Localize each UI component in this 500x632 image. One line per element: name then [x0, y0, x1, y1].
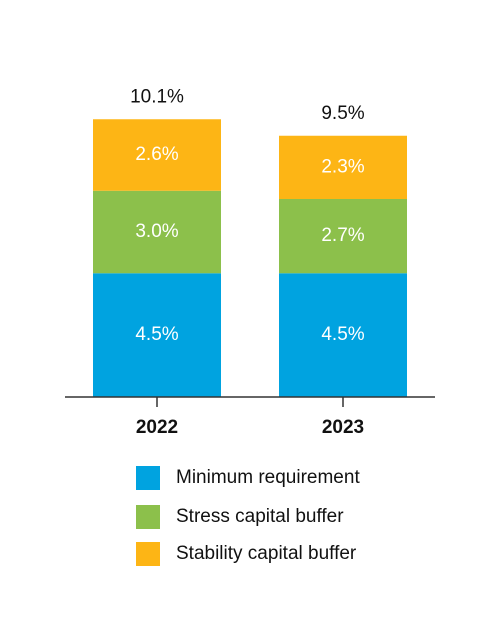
x-tick-label: 2022 [136, 417, 178, 438]
legend-swatch [136, 466, 160, 490]
bar-segment [93, 190, 221, 274]
legend-swatch [136, 505, 160, 529]
value-label: 2.7% [321, 225, 364, 246]
bar-segment [93, 273, 221, 397]
value-label: 3.0% [135, 221, 178, 242]
bar-segment [279, 273, 407, 397]
bar-segment [279, 135, 407, 199]
value-label: 4.5% [321, 324, 364, 345]
legend-label: Stress capital buffer [176, 506, 344, 527]
legend-label: Stability capital buffer [176, 543, 357, 564]
value-label: 2.6% [135, 144, 178, 165]
total-label: 10.1% [130, 86, 184, 107]
total-label: 9.5% [321, 103, 364, 124]
value-label: 4.5% [135, 324, 178, 345]
bar-segment [279, 199, 407, 274]
legend-label: Minimum requirement [176, 467, 360, 488]
value-label: 2.3% [321, 156, 364, 177]
x-tick-label: 2023 [322, 417, 364, 438]
legend-swatch [136, 542, 160, 566]
bar-segment [93, 119, 221, 191]
